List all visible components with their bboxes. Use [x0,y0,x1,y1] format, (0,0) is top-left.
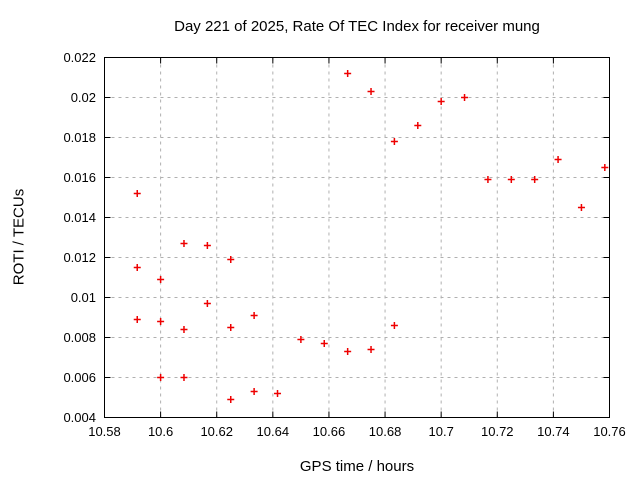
x-tick-label: 10.68 [369,424,402,439]
y-tick-label: 0.008 [63,330,96,345]
plot-border [104,57,610,418]
data-point [344,70,352,77]
data-point [390,322,398,329]
data-point [601,164,609,171]
x-tick-label: 10.58 [88,424,121,439]
y-tick-label: 0.016 [63,170,96,185]
data-point [203,300,211,307]
data-point [577,204,585,211]
x-tick-label: 10.74 [537,424,570,439]
data-point [133,316,141,323]
data-point [484,176,492,183]
data-point [367,88,375,95]
data-point [180,240,188,247]
data-point [297,336,305,343]
data-point [414,122,422,129]
x-tick-label: 10.64 [257,424,290,439]
data-point [133,264,141,271]
data-point [344,348,352,355]
data-point [157,318,165,325]
data-point [227,324,235,331]
data-point [157,276,165,283]
x-tick-label: 10.62 [200,424,233,439]
x-tick-label: 10.66 [313,424,346,439]
x-tick-label: 10.6 [148,424,173,439]
x-tick-label: 10.7 [429,424,454,439]
y-tick-label: 0.012 [63,250,96,265]
y-tick-label: 0.018 [63,130,96,145]
data-point [133,190,141,197]
y-tick-label: 0.01 [71,290,96,305]
chart-title: Day 221 of 2025, Rate Of TEC Index for r… [174,18,540,35]
data-point [227,396,235,403]
data-point [320,340,328,347]
data-point [250,312,258,319]
y-tick-label: 0.02 [71,90,96,105]
x-axis-label: GPS time / hours [299,458,415,475]
data-point [437,98,445,105]
y-tick-label: 0.006 [63,370,96,385]
data-point [157,374,165,381]
data-point [180,326,188,333]
y-tick-label: 0.014 [63,210,96,225]
y-tick-label: 0.022 [63,50,96,65]
data-point [227,256,235,263]
data-point [507,176,515,183]
data-point [367,346,375,353]
y-tick-label: 0.004 [63,410,96,425]
x-tick-label: 10.76 [593,424,626,439]
data-point [461,94,469,101]
data-point [180,374,188,381]
data-point [531,176,539,183]
data-point [390,138,398,145]
data-point [554,156,562,163]
data-point [203,242,211,249]
data-point [250,388,258,395]
data-point [274,390,282,397]
x-tick-label: 10.72 [481,424,514,439]
